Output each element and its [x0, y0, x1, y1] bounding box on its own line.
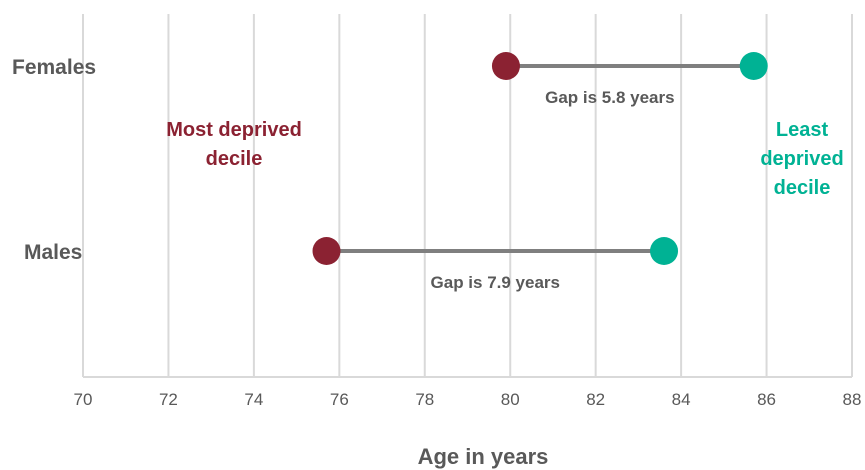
least-deprived-point [739, 52, 768, 80]
series-layer: Gap is 5.8 years Gap is 7.9 years [312, 52, 768, 292]
least-deprived-annotation: Least [776, 119, 829, 141]
x-tick-label: 78 [415, 390, 434, 409]
grid-layer [82, 14, 853, 378]
x-axis-title: Age in years [418, 444, 549, 469]
least-deprived-annotation: deprived [760, 148, 843, 170]
most-deprived-point [491, 52, 520, 80]
most-deprived-point [312, 237, 341, 265]
most-deprived-annotation: Most deprived [166, 119, 302, 141]
x-tick-label: 70 [74, 390, 93, 409]
least-deprived-point [650, 237, 679, 265]
most-deprived-annotation: decile [206, 148, 263, 170]
x-tick-label: 72 [159, 390, 178, 409]
x-tick-label: 80 [501, 390, 520, 409]
x-tick-label: 88 [843, 390, 862, 409]
x-tick-label: 86 [757, 390, 776, 409]
gap-label: Gap is 7.9 years [431, 273, 560, 292]
annotation-layer: Most deprived decile Least deprived decile [166, 119, 843, 199]
x-tick-label: 82 [586, 390, 605, 409]
x-tick-label: 74 [244, 390, 263, 409]
x-tick-label: 76 [330, 390, 349, 409]
least-deprived-annotation: decile [774, 177, 831, 199]
x-axis-ticks: 70 72 74 76 78 80 82 84 86 88 [74, 390, 862, 409]
category-label: Males [24, 241, 82, 264]
category-label: Females [12, 56, 96, 79]
gap-label: Gap is 5.8 years [545, 88, 674, 107]
x-tick-label: 84 [672, 390, 691, 409]
category-labels: Females Males [12, 56, 96, 264]
